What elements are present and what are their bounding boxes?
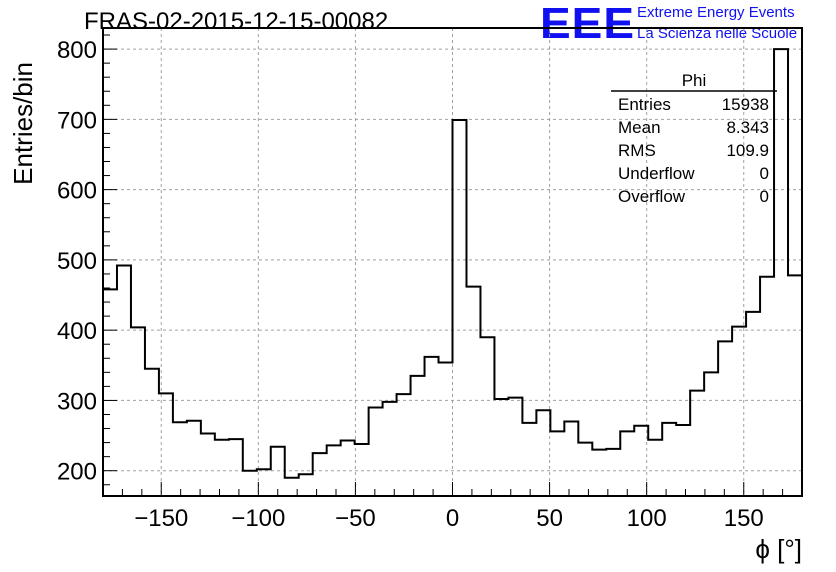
x-axis-label: ϕ [°] [755, 534, 802, 564]
axis-tick-labels: −150 −100 −50 0 50 100 150 200 300 400 500 600 700 80… [57, 37, 764, 532]
chart-title: FRAS-02-2015-12-15-00082 [84, 8, 389, 35]
y-tick-label: 400 [57, 318, 97, 345]
y-tick-label: 300 [57, 388, 97, 415]
y-tick-label: 800 [57, 37, 97, 64]
stats-title: Phi [682, 71, 707, 90]
logo-subtitle-2: La Scienza nelle Scuole [637, 25, 798, 42]
y-tick-label: 500 [57, 248, 97, 275]
stats-value: 0 [760, 187, 769, 206]
stats-label: Overflow [618, 187, 686, 206]
x-tick-label: 150 [724, 505, 764, 532]
y-tick-label: 600 [57, 178, 97, 205]
stats-label: Mean [618, 118, 661, 137]
x-tick-label: −150 [134, 505, 188, 532]
axis-ticks [102, 34, 803, 496]
x-tick-label: 100 [627, 505, 667, 532]
x-tick-label: −100 [231, 505, 285, 532]
stats-value: 0 [760, 164, 769, 183]
logo-subtitle-1: Extreme Energy Events [637, 4, 795, 21]
histogram-line [103, 48, 802, 479]
y-axis-label: Entries/bin [8, 62, 38, 185]
y-tick-label: 200 [57, 459, 97, 486]
eee-logo: EEE [540, 0, 636, 48]
stats-label: Underflow [618, 164, 695, 183]
x-tick-label: 0 [446, 505, 459, 532]
x-tick-label: 50 [536, 505, 563, 532]
y-tick-label: 700 [57, 107, 97, 134]
stats-value: 109.9 [726, 141, 769, 160]
stats-box: Phi Entries 15938 Mean 8.343 RMS 109.9 Underfl… [611, 71, 777, 206]
x-tick-label: −50 [335, 505, 376, 532]
stats-value: 15938 [722, 95, 769, 114]
stats-label: RMS [618, 141, 656, 160]
stats-value: 8.343 [726, 118, 769, 137]
stats-label: Entries [618, 95, 671, 114]
